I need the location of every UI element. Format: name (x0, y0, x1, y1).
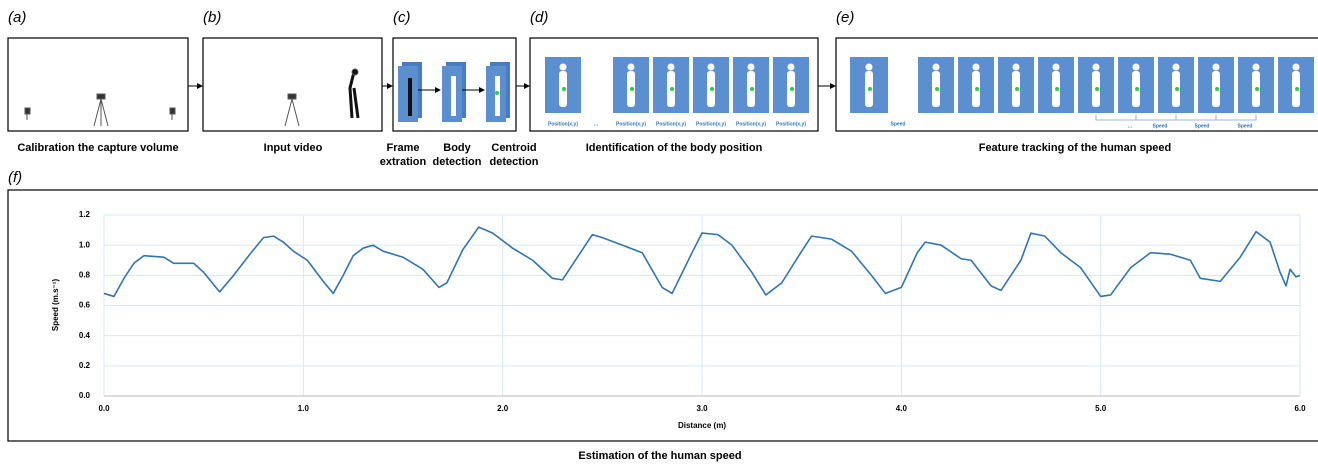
x-tick-label: 0.0 (98, 404, 110, 413)
figure-head (1292, 63, 1300, 71)
centroid (868, 87, 872, 91)
tiles: Position(x,y)... Position(x,y) Position(x,… (545, 57, 809, 127)
figure-head (627, 63, 635, 71)
centroid (1135, 87, 1139, 91)
y-tick-label: 1.2 (79, 210, 91, 219)
y-tick-label: 0.2 (79, 361, 91, 370)
frame-stack (398, 62, 510, 122)
y-tick-label: 0.6 (79, 301, 91, 310)
centroid (630, 87, 634, 91)
tiles: Speed... Speed Speed Speed (850, 57, 1314, 129)
video-scene (284, 68, 360, 127)
chart-caption: Estimation of the human speed (578, 450, 741, 462)
panel-caption: Identification of the body position (586, 142, 763, 154)
figure-head (932, 63, 940, 71)
centroid (750, 87, 754, 91)
position-label: Position(x,y) (696, 121, 726, 127)
centroid (1015, 87, 1019, 91)
x-tick-label: 4.0 (896, 404, 908, 413)
centroid (562, 87, 566, 91)
centroid (1055, 87, 1059, 91)
speed-label: Speed (1237, 123, 1252, 129)
speed-label: Speed (890, 121, 905, 127)
panel-label: (c) (393, 9, 411, 26)
position-label: Position(x,y) (776, 121, 806, 127)
panel-label: (a) (8, 9, 26, 26)
step-label: detection (490, 156, 539, 168)
centroid (1255, 87, 1259, 91)
figure-head (1132, 63, 1140, 71)
y-tick-label: 1.0 (79, 240, 91, 249)
y-tick-label: 0.0 (79, 391, 91, 400)
step-label: Body (443, 142, 471, 154)
figure-head (865, 63, 873, 71)
x-tick-label: 3.0 (696, 404, 708, 413)
panel-label: (b) (203, 9, 221, 26)
centroid (1095, 87, 1099, 91)
panel-caption: Input video (264, 142, 323, 154)
figure-head (1212, 63, 1220, 71)
position-label: Position(x,y) (656, 121, 686, 127)
centroid (1175, 87, 1179, 91)
position-label: Position(x,y) (616, 121, 646, 127)
figure-head (667, 63, 675, 71)
figure-head (1252, 63, 1260, 71)
speed-label: ... (1128, 123, 1133, 129)
step-label: Frame (386, 142, 419, 154)
centroid (790, 87, 794, 91)
panel-box (835, 37, 1318, 132)
centroid (935, 87, 939, 91)
position-label: ... (594, 121, 599, 127)
figure-head (747, 63, 755, 71)
position-label: Position(x,y) (736, 121, 766, 127)
speed-line (103, 226, 1301, 298)
figure-head (787, 63, 795, 71)
x-axis-title: Distance (m) (678, 421, 726, 430)
tripods (24, 93, 176, 127)
position-label: Position(x,y) (548, 121, 578, 127)
y-tick-label: 0.8 (79, 270, 91, 279)
panel-label: (f) (8, 169, 22, 186)
y-axis-title: Speed (m.s⁻¹) (51, 279, 60, 332)
figure-head (707, 63, 715, 71)
x-tick-label: 2.0 (497, 404, 509, 413)
figure-head (1092, 63, 1100, 71)
centroid (1215, 87, 1219, 91)
centroid (710, 87, 714, 91)
figure-head (1012, 63, 1020, 71)
panel-label: (e) (836, 9, 854, 26)
bracket (1095, 115, 1257, 121)
panel-box (7, 189, 1318, 442)
figure-head (559, 63, 567, 71)
speed-label: Speed (1194, 123, 1209, 129)
x-tick-label: 5.0 (1095, 404, 1107, 413)
panel-box (7, 37, 189, 132)
centroid (1295, 87, 1299, 91)
x-tick-label: 6.0 (1294, 404, 1306, 413)
panel-caption: Feature tracking of the human speed (979, 142, 1172, 154)
x-tick-label: 1.0 (298, 404, 310, 413)
step-label: detection (433, 156, 482, 168)
panel-label: (d) (530, 9, 548, 26)
centroid (670, 87, 674, 91)
figure-head (1052, 63, 1060, 71)
centroid (975, 87, 979, 91)
figure-head (972, 63, 980, 71)
speed-label: Speed (1152, 123, 1167, 129)
step-label: extration (380, 156, 427, 168)
y-tick-label: 0.4 (79, 331, 91, 340)
panel-box (202, 37, 383, 132)
figure-head (1172, 63, 1180, 71)
step-label: Centroid (491, 142, 536, 154)
panel-caption: Calibration the capture volume (17, 142, 178, 154)
